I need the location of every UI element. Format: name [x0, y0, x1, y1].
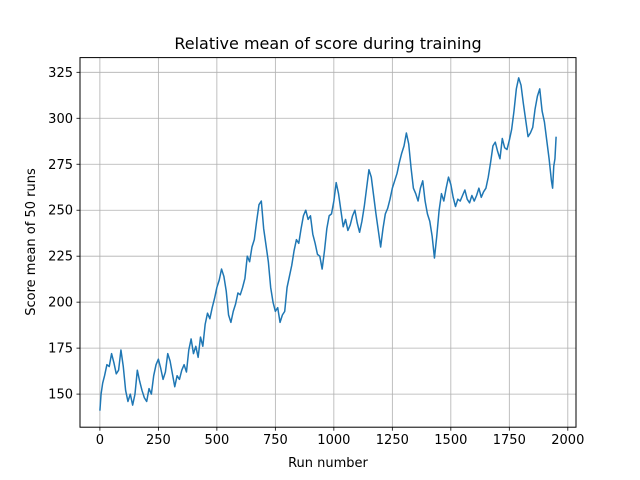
y-tick-label: 200 [48, 296, 73, 311]
series-layer [99, 77, 557, 411]
x-tick-label: 500 [204, 433, 229, 448]
x-tick-label: 1000 [317, 433, 350, 448]
y-tick-label: 300 [48, 112, 73, 127]
y-axis-label: Score mean of 50 runs [24, 168, 39, 316]
series-line-0 [99, 77, 557, 411]
x-tick-label: 1250 [376, 433, 409, 448]
x-tick-label: 0 [96, 433, 104, 448]
y-tick-label: 275 [48, 158, 73, 173]
y-tick-label: 250 [48, 204, 73, 219]
y-tick-label: 175 [48, 342, 73, 357]
ticks: 0 250 500 750 1000 1250 1500 1750 2000 150 175 200 2… [48, 66, 584, 448]
x-tick-label: 250 [146, 433, 171, 448]
x-tick-label: 750 [263, 433, 288, 448]
x-axis-label: Run number [288, 456, 368, 471]
plot-frame [79, 57, 577, 428]
x-tick-label: 1500 [434, 433, 467, 448]
y-tick-label: 225 [48, 250, 73, 265]
grid [80, 57, 576, 428]
x-tick-label: 1750 [493, 433, 526, 448]
x-tick-label: 2000 [551, 433, 584, 448]
chart-title: Relative mean of score during training [174, 34, 481, 53]
y-tick-label: 150 [48, 388, 73, 403]
y-tick-label: 325 [48, 66, 73, 81]
